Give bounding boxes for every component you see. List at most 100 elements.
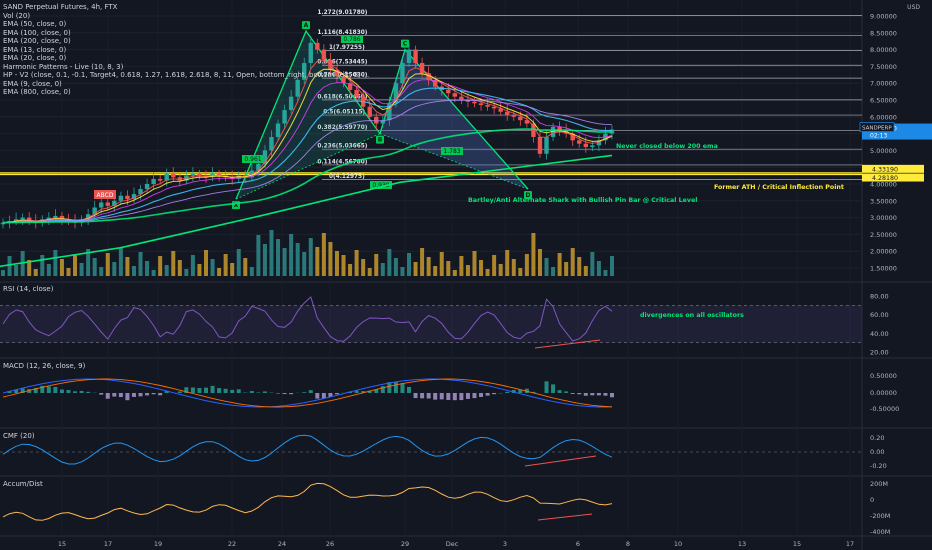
volume-bar bbox=[361, 259, 366, 276]
legend-ema100[interactable]: EMA (100, close, 0) bbox=[3, 28, 71, 37]
macd-histogram-bar bbox=[387, 382, 392, 393]
volume-bar bbox=[236, 249, 241, 276]
volume-bar bbox=[420, 248, 425, 276]
macd-histogram-bar bbox=[603, 393, 608, 396]
legend-harmonic-live[interactable]: Harmonic Patterns - Live (10, 8, 3) bbox=[3, 62, 124, 71]
candle-body bbox=[144, 184, 150, 190]
candle-body bbox=[518, 116, 523, 121]
candle-body bbox=[197, 173, 202, 176]
macd-histogram-bar bbox=[190, 387, 195, 393]
macd-histogram-bar bbox=[223, 388, 228, 393]
candle-body bbox=[505, 111, 510, 116]
candle-body bbox=[275, 123, 281, 137]
fib-level-label: 0.786(7.15030) bbox=[317, 73, 367, 79]
chart-title[interactable]: SAND Perpetual Futures, 4h, FTX bbox=[3, 3, 118, 11]
macd-tick-label: 0.50000 bbox=[870, 372, 897, 380]
volume-bar bbox=[433, 266, 438, 276]
volume-bar bbox=[138, 252, 143, 276]
legend-ema200[interactable]: EMA (200, close, 0) bbox=[3, 37, 71, 45]
volume-bar bbox=[184, 269, 189, 276]
volume-bar bbox=[321, 233, 326, 276]
macd-histogram-bar bbox=[321, 393, 326, 399]
volume-bar bbox=[223, 254, 228, 276]
ratio-badge bbox=[242, 155, 264, 163]
candle-body bbox=[177, 177, 183, 181]
ratio-label: 0.961 bbox=[244, 156, 261, 163]
critical-levels bbox=[0, 172, 862, 176]
candle-body bbox=[171, 173, 176, 178]
oscillator-panes bbox=[0, 296, 862, 521]
candle-body bbox=[478, 103, 484, 106]
volume-bar bbox=[269, 230, 274, 276]
volume-bar bbox=[426, 257, 431, 276]
legend-ema9[interactable]: EMA (9, close, 0) bbox=[3, 79, 62, 88]
legend-hp-v2[interactable]: HP - V2 (close, 0.1, -0.1, Target4, 0.61… bbox=[3, 71, 370, 79]
candle-body bbox=[26, 217, 32, 221]
volume-bar bbox=[1, 270, 5, 276]
price-tick-label: 2.00000 bbox=[870, 248, 897, 256]
macd-histogram-bar bbox=[374, 389, 379, 393]
macd-histogram-bar bbox=[439, 393, 444, 400]
level-tag-bg bbox=[862, 164, 924, 173]
volume-bar bbox=[276, 239, 281, 276]
macd-histogram-bar bbox=[217, 388, 222, 393]
cmf-line bbox=[2, 434, 613, 465]
volume-bar bbox=[485, 269, 490, 276]
macd-histogram-bar bbox=[53, 386, 58, 393]
volume-bar bbox=[511, 259, 516, 276]
macd-histogram-bar bbox=[590, 393, 595, 396]
fib-level-label: 0(4.12975) bbox=[329, 174, 365, 180]
volume-bar bbox=[459, 256, 464, 276]
fib-level-label: 1.116(8.41830) bbox=[317, 30, 367, 36]
legend-ema50[interactable]: EMA (50, close, 0) bbox=[3, 20, 67, 28]
volume-bar bbox=[256, 235, 261, 276]
volume-bar bbox=[14, 265, 19, 276]
volume-bar bbox=[125, 257, 130, 276]
legend-ema13[interactable]: EMA (13, close, 0) bbox=[3, 45, 67, 54]
macd-histogram-bar bbox=[14, 389, 19, 393]
legend-ema800[interactable]: EMA (800, close, 0) bbox=[3, 88, 71, 96]
volume-bar bbox=[99, 267, 104, 276]
price-tick-label: 9.00000 bbox=[870, 13, 897, 21]
macd-histogram-bar bbox=[131, 393, 136, 397]
macd-histogram-bar bbox=[367, 390, 372, 393]
macd-histogram-bar bbox=[86, 391, 91, 393]
volume-bar bbox=[46, 264, 51, 276]
volume-bar bbox=[531, 233, 536, 276]
cmf-divergence-line bbox=[524, 455, 597, 467]
volume-bar bbox=[544, 258, 549, 276]
candle-body bbox=[491, 106, 497, 109]
symbol-tag-bg bbox=[859, 122, 895, 132]
rsi-label[interactable]: RSI (14, close) bbox=[3, 285, 54, 293]
rsi-tick-label: 40.00 bbox=[870, 330, 889, 338]
ema800-line bbox=[0, 154, 613, 268]
macd-label[interactable]: MACD (12, 26, close, 9) bbox=[3, 362, 86, 370]
fib-level-label: 1(7.97255) bbox=[329, 45, 365, 51]
legend-vol[interactable]: Vol (20) bbox=[3, 11, 31, 20]
legend-ema20[interactable]: EMA (20, close, 0) bbox=[3, 54, 67, 62]
volume-bar bbox=[577, 257, 582, 276]
macd-histogram-bar bbox=[151, 393, 156, 395]
macd-histogram-bar bbox=[158, 393, 163, 396]
price-tick-label: 3.00000 bbox=[870, 214, 897, 222]
volume-bar bbox=[498, 264, 503, 276]
volume-bar bbox=[387, 249, 392, 276]
macd-histogram-bar bbox=[518, 389, 523, 393]
ad-label[interactable]: Accum/Dist bbox=[3, 480, 43, 488]
fibonacci-levels: 1.272(9.01780) 1.116(8.41830) 1(7.97255) 0.… bbox=[317, 10, 862, 180]
volume-bar bbox=[131, 266, 136, 276]
candle-body bbox=[374, 116, 379, 124]
ratio-label: 0.939 bbox=[372, 182, 389, 189]
volume-bar bbox=[289, 234, 294, 276]
cmf-label[interactable]: CMF (20) bbox=[3, 432, 35, 440]
candle-body bbox=[577, 140, 582, 144]
volume-bar bbox=[603, 270, 608, 276]
volume-bar bbox=[439, 252, 444, 276]
volume-bar bbox=[518, 268, 523, 276]
volume-bar bbox=[315, 247, 320, 276]
macd-histogram-bar bbox=[262, 391, 267, 393]
candle-body bbox=[583, 143, 589, 148]
macd-histogram-bar bbox=[380, 386, 385, 393]
